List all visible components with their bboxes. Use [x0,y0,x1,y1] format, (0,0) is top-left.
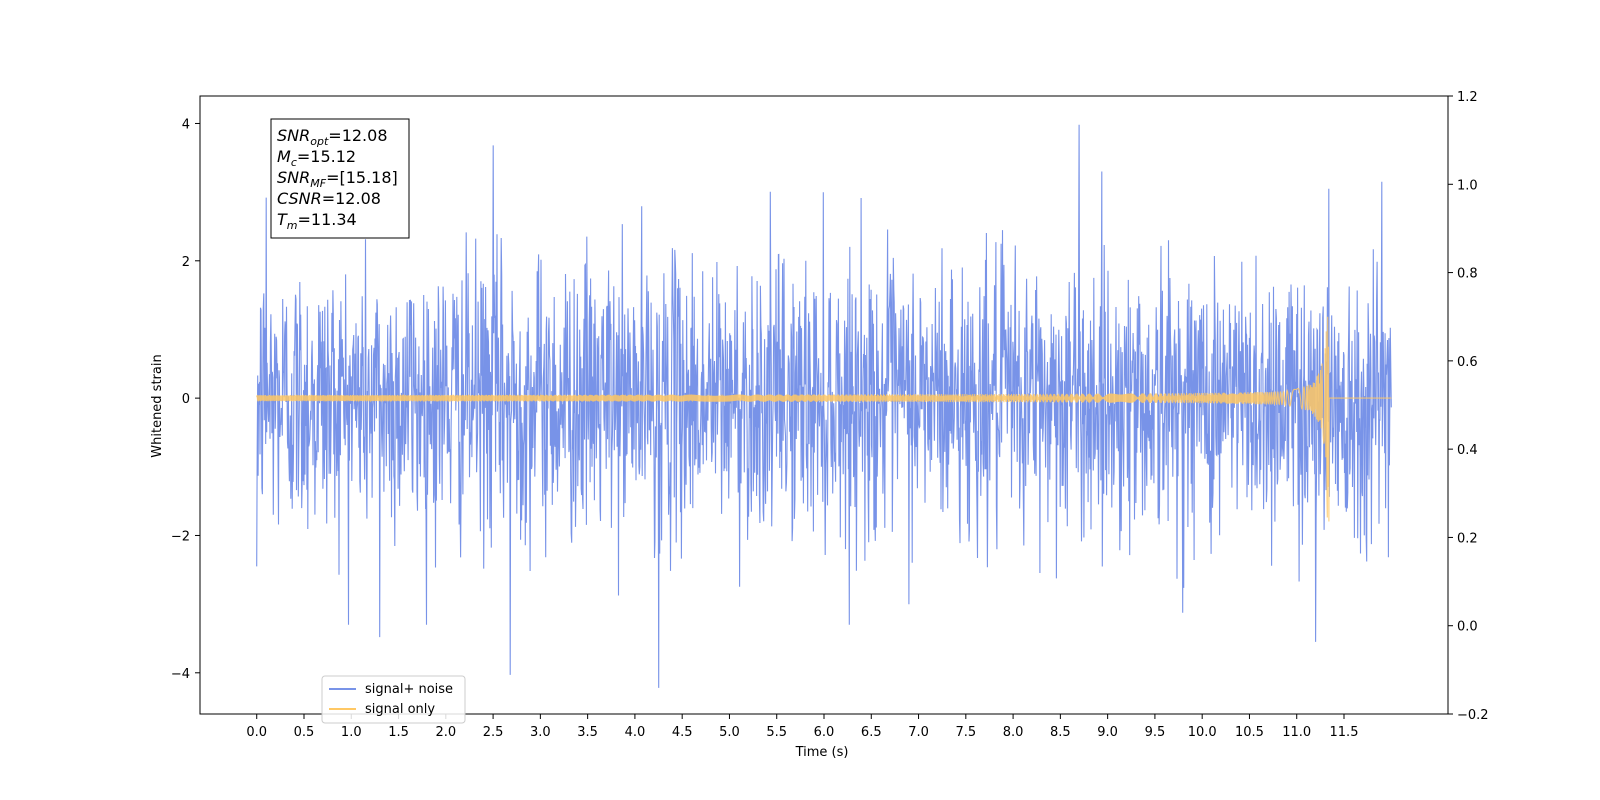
y-tick-label: 2 [182,255,190,270]
x-tick-label: 9.5 [1145,725,1166,740]
y-axis-ticks: 4 2 0 −2 −4 [171,117,200,682]
x-tick-label: 2.0 [435,725,456,740]
x-tick-label: 5.5 [766,725,787,740]
x-tick-label: 11.5 [1330,725,1359,740]
legend-label-signal-only: signal only [365,702,435,717]
x-tick-label: 10.0 [1188,725,1217,740]
x-tick-label: 6.0 [814,725,835,740]
right-y-tick-label: 0.0 [1457,620,1478,635]
right-y-tick-label: 1.2 [1457,90,1478,105]
annotation-line: SNRopt=12.08 [277,126,388,148]
x-axis-ticks: 0.0 0.5 1.0 1.5 2.0 2.5 3.0 3.5 4.0 4.5 5.0 5.5 6.0 6… [246,714,1358,740]
y-tick-label: −4 [171,667,190,682]
x-tick-label: 2.5 [483,725,504,740]
annotation-box: SNRopt=12.08Mc=15.12SNRMF=[15.18]CSNR=12… [270,118,410,239]
x-tick-label: 9.0 [1097,725,1118,740]
signal-line [256,316,1392,522]
x-tick-label: 6.5 [861,725,882,740]
right-y-tick-label: −0.2 [1457,708,1489,723]
series-signal-only [256,316,1392,522]
y-tick-label: 4 [182,117,190,132]
annotation-line: CSNR=12.08 [277,189,381,208]
x-tick-label: 7.0 [908,725,929,740]
x-tick-label: 4.0 [625,725,646,740]
x-tick-label: 3.5 [577,725,598,740]
x-tick-label: 8.0 [1003,725,1024,740]
x-tick-label: 5.0 [719,725,740,740]
x-tick-label: 1.5 [388,725,409,740]
annotation-line: SNRMF=[15.18] [277,168,398,190]
right-y-tick-label: 0.8 [1457,267,1478,282]
x-tick-label: 0.5 [294,725,315,740]
series-signal-plus-noise [256,124,1392,688]
annotation-line: Mc=15.12 [277,147,356,169]
right-y-tick-label: 0.2 [1457,531,1478,546]
x-tick-label: 0.0 [246,725,267,740]
legend-label-signal-plus-noise: signal+ noise [365,682,453,697]
right-y-axis-ticks: 1.2 1.0 0.8 0.6 0.4 0.2 0.0 −0.2 [1448,90,1489,723]
y-tick-label: 0 [182,392,190,407]
x-tick-label: 3.0 [530,725,551,740]
right-y-tick-label: 1.0 [1457,178,1478,193]
x-axis-label: Time (s) [795,745,849,760]
x-tick-label: 4.5 [672,725,693,740]
noise-line [256,124,1392,688]
legend: signal+ noise signal only [321,675,466,724]
y-tick-label: −2 [171,529,190,544]
y-axis-label: Whitened strain [150,354,165,457]
annotation-line: Tm=11.34 [277,210,357,232]
x-tick-label: 10.5 [1235,725,1264,740]
x-tick-label: 8.5 [1050,725,1071,740]
x-tick-label: 1.0 [341,725,362,740]
x-tick-label: 11.0 [1282,725,1311,740]
x-tick-label: 7.5 [955,725,976,740]
right-y-tick-label: 0.6 [1457,355,1478,370]
right-y-tick-label: 0.4 [1457,443,1478,458]
